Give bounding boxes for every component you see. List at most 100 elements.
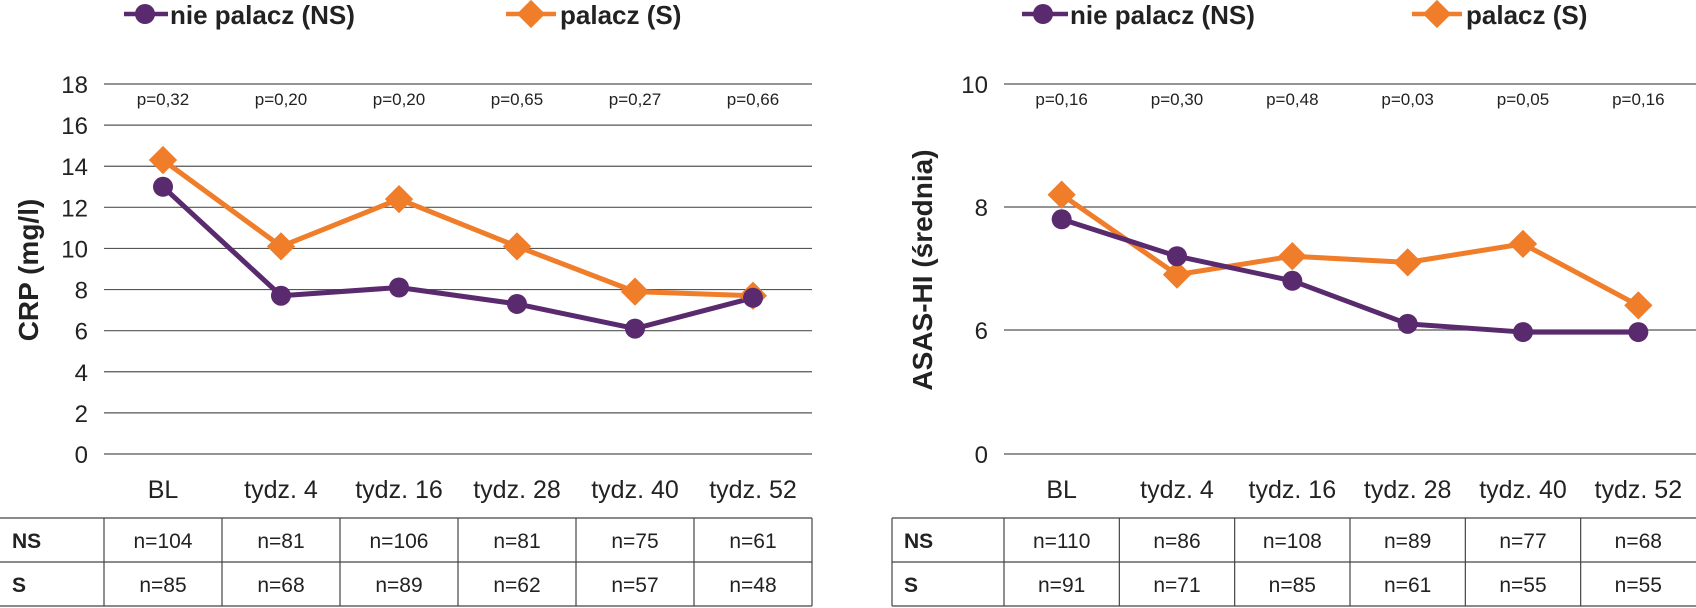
x-tick-label: BL bbox=[148, 476, 179, 504]
p-value-label: p=0,66 bbox=[727, 90, 779, 109]
data-point-s bbox=[1508, 229, 1538, 259]
y-tick-label: 6 bbox=[75, 319, 88, 346]
p-value-label: p=0,05 bbox=[1497, 90, 1549, 109]
chart-left: 0 2 4 6 8 10 12 14 16 18 p=0,32 p=0,20 p=0,20 p=0,65 p… bbox=[61, 72, 812, 504]
y-tick-label: 16 bbox=[61, 113, 88, 140]
y-tick-label: 10 bbox=[961, 72, 988, 99]
y-tick-label: 0 bbox=[75, 442, 88, 469]
legend-s-label-left: palacz (S) bbox=[560, 0, 681, 30]
data-point-s bbox=[502, 232, 532, 261]
x-tick-label: tydz. 4 bbox=[1140, 476, 1214, 504]
table-left: NS Sn=104 n=81 n=106 n=81 n=75 n=61 n=85 n=68 n=8… bbox=[0, 517, 813, 607]
table-cell-ns: n=104 bbox=[134, 530, 193, 553]
y-tick-label: 8 bbox=[975, 195, 988, 222]
p-value-label: p=0,32 bbox=[137, 90, 189, 109]
y-tick-label: 4 bbox=[75, 360, 88, 387]
data-point-s bbox=[384, 184, 414, 214]
data-point-ns bbox=[153, 176, 173, 197]
x-tick-label: tydz. 28 bbox=[1364, 476, 1452, 504]
data-point-ns bbox=[625, 318, 645, 339]
table-cell-ns: n=68 bbox=[1615, 530, 1662, 553]
data-point-ns bbox=[1051, 209, 1072, 230]
p-value-label: p=0,48 bbox=[1266, 90, 1318, 109]
legend-left: nie palacz (NS) palacz (S) bbox=[124, 0, 681, 30]
x-tick-label: tydz. 40 bbox=[1479, 476, 1567, 504]
p-value-label: p=0,65 bbox=[491, 90, 543, 109]
y-tick-label: 12 bbox=[61, 195, 88, 222]
x-tick-label: BL bbox=[1046, 476, 1077, 504]
table-cell-s: n=85 bbox=[1269, 574, 1316, 597]
table-cell-ns: n=81 bbox=[493, 530, 540, 553]
table-header-s: S bbox=[12, 574, 26, 597]
data-point-ns bbox=[1513, 322, 1533, 343]
p-value-label: p=0,20 bbox=[373, 90, 425, 109]
y-tick-label: 8 bbox=[75, 278, 88, 305]
series-line-s bbox=[161, 158, 754, 299]
x-tick-label: tydz. 16 bbox=[355, 476, 443, 504]
legend-s-marker-right bbox=[1422, 0, 1452, 29]
table-cell-s: n=89 bbox=[375, 574, 422, 597]
table-cell-ns: n=77 bbox=[1499, 530, 1546, 553]
legend-ns-marker-left bbox=[135, 4, 155, 24]
legend-ns-label-right: nie palacz (NS) bbox=[1070, 0, 1255, 30]
data-point-ns bbox=[389, 277, 409, 298]
data-point-s bbox=[1278, 242, 1307, 271]
table-header-ns: NS bbox=[12, 530, 41, 553]
p-value-label: p=0,27 bbox=[609, 90, 661, 109]
x-tick-label: tydz. 40 bbox=[591, 476, 679, 504]
table-cell-s: n=61 bbox=[1384, 574, 1431, 597]
p-value-label: p=0,03 bbox=[1381, 90, 1433, 109]
table-cell-ns: n=108 bbox=[1263, 530, 1322, 553]
y-axis-label-left: CRP (mg/l) bbox=[13, 199, 44, 342]
table-cell-s: n=91 bbox=[1038, 574, 1085, 597]
data-point-ns bbox=[1628, 322, 1649, 343]
data-point-ns bbox=[507, 293, 527, 314]
data-point-s bbox=[1393, 248, 1422, 277]
table-right: NS Sn=110 n=86 n=108 n=89 n=77 n=68 n=91 n=71 n=8… bbox=[891, 517, 1696, 607]
data-point-s bbox=[1624, 291, 1653, 320]
data-point-s bbox=[1162, 260, 1192, 289]
table-cell-s: n=85 bbox=[139, 574, 186, 597]
table-cell-ns: n=89 bbox=[1384, 530, 1431, 553]
legend-right: nie palacz (NS) palacz (S) bbox=[1022, 0, 1587, 30]
data-point-ns bbox=[1397, 313, 1418, 334]
table-cell-s: n=48 bbox=[729, 574, 776, 597]
series-line-ns bbox=[161, 184, 754, 332]
legend-s-label-right: palacz (S) bbox=[1466, 0, 1587, 30]
p-value-label: p=0,30 bbox=[1151, 90, 1203, 109]
data-point-s bbox=[1047, 180, 1076, 209]
legend-ns-marker-right bbox=[1033, 4, 1053, 24]
legend-ns-label-left: nie palacz (NS) bbox=[170, 0, 355, 30]
table-cell-s: n=57 bbox=[611, 574, 658, 597]
legend-s-marker-left bbox=[516, 0, 546, 29]
y-tick-label: 14 bbox=[61, 154, 88, 181]
data-point-ns bbox=[1167, 246, 1187, 267]
x-tick-label: tydz. 52 bbox=[709, 476, 797, 504]
chart-right: 0 6 8 10 p=0,16 p=0,30 p=0,48 p=0,03 p=0,05 p=0,1… bbox=[961, 72, 1696, 504]
table-cell-ns: n=75 bbox=[611, 530, 658, 553]
table-cell-ns: n=110 bbox=[1033, 530, 1090, 553]
table-cell-ns: n=61 bbox=[729, 530, 776, 553]
y-tick-label: 2 bbox=[75, 401, 88, 428]
y-axis-label-right: ASAS-HI (średnia) bbox=[907, 149, 938, 390]
table-cell-s: n=55 bbox=[1615, 574, 1662, 597]
data-point-ns bbox=[743, 287, 763, 308]
x-tick-label: tydz. 52 bbox=[1595, 476, 1683, 504]
y-tick-label: 10 bbox=[61, 236, 88, 263]
data-point-s bbox=[620, 277, 650, 306]
table-cell-s: n=68 bbox=[257, 574, 304, 597]
data-point-ns bbox=[271, 285, 291, 306]
table-cell-ns: n=106 bbox=[370, 530, 429, 553]
y-tick-label: 18 bbox=[61, 72, 88, 99]
table-cell-s: n=55 bbox=[1499, 574, 1546, 597]
table-cell-s: n=62 bbox=[493, 574, 540, 597]
p-value-label: p=0,20 bbox=[255, 90, 307, 109]
table-cell-ns: n=81 bbox=[257, 530, 304, 553]
table-header-s: S bbox=[904, 574, 918, 597]
table-cell-s: n=71 bbox=[1153, 574, 1200, 597]
series-line-s bbox=[1060, 192, 1640, 308]
series-line-ns bbox=[1060, 216, 1639, 335]
x-tick-label: tydz. 28 bbox=[473, 476, 561, 504]
table-header-ns: NS bbox=[904, 530, 933, 553]
